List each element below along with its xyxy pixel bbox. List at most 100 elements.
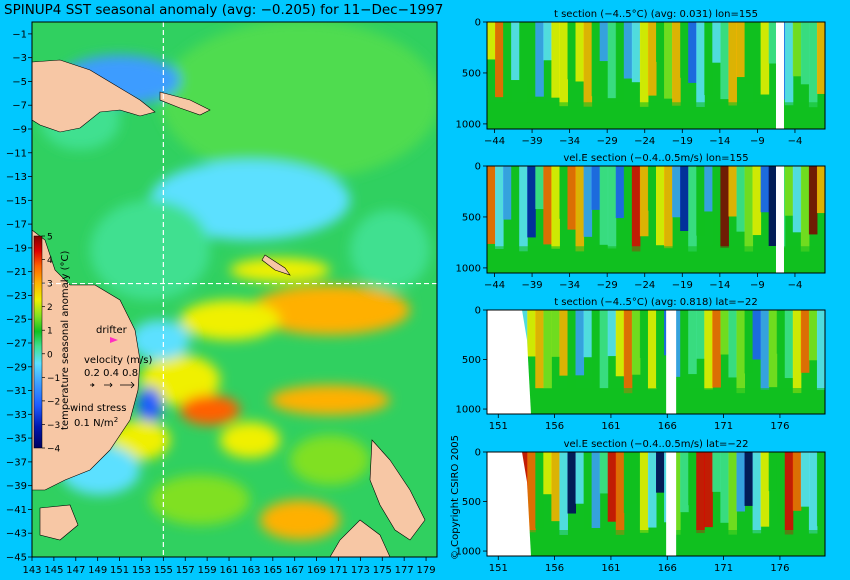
map-lat-tick-label: −5 (12, 77, 27, 88)
map-lon-tick-label: 143 (22, 565, 41, 576)
section-title: t section (−4..5°C) (avg: 0.031) lon=155 (554, 9, 758, 20)
section-cells (487, 310, 825, 414)
section-x-tick-label: 161 (601, 421, 620, 432)
section-panels: t section (−4..5°C) (avg: 0.031) lon=155… (456, 9, 826, 574)
section-x-tick-label: −19 (672, 136, 693, 147)
section-x-tick-label: −39 (522, 136, 543, 147)
map-lon-tick-label: 177 (395, 565, 414, 576)
section-y-tick-label: 500 (462, 497, 481, 508)
section-y-tick-label: 0 (475, 162, 481, 173)
section-cells (487, 166, 825, 273)
section-x-tick-label: −9 (750, 280, 765, 291)
colorbar-tick-label: 5 (47, 233, 53, 243)
new-zealand-north-land (369, 439, 426, 541)
section-y-tick-label: 1000 (456, 263, 481, 274)
velocity-legend-scale: 0.2 0.4 0.8 (84, 368, 138, 379)
colorbar-ticks: 5 4 3 2 1 0 −1 −2 −3 −4 (42, 233, 61, 455)
australia-land (32, 229, 141, 491)
map-lat-tick-label: −13 (6, 172, 27, 183)
new-britain-land (159, 91, 211, 116)
section-cells (487, 22, 825, 129)
map-lat-tick-label: −23 (6, 291, 27, 302)
map-lon-tick-label: 161 (219, 565, 238, 576)
map-lat-tick-label: −19 (6, 243, 27, 254)
drifter-label: drifter (96, 325, 128, 336)
section-x-tick-label: −34 (559, 280, 580, 291)
section-y-tick-label: 500 (462, 355, 481, 366)
section-gap (666, 452, 677, 556)
section-title: t section (−4..5°C) (avg: 0.818) lat=−22 (554, 297, 758, 308)
map-lat-tick-label: −41 (6, 505, 27, 516)
copyright-text: © Copyright CSIRO 2005 (450, 435, 461, 560)
section-y-tick-label: 500 (462, 68, 481, 79)
section-y-tick-label: 0 (475, 448, 481, 459)
section-x-tick-label: −24 (634, 280, 655, 291)
colorbar-tick-label: 0 (47, 350, 53, 360)
map-lat-tick-label: −9 (12, 125, 27, 136)
section-gap (666, 310, 677, 414)
map-lon-tick-label: 145 (44, 565, 63, 576)
section-frame (486, 21, 826, 130)
section-y-tick-label: 1000 (456, 119, 481, 130)
map-lat-tick-label: −39 (6, 481, 27, 492)
map-lat-tick-label: −43 (6, 529, 27, 540)
map-lon-tick-label: 151 (110, 565, 129, 576)
section-x-tick-label: 161 (601, 563, 620, 574)
section-x-tick-label: 166 (658, 421, 677, 432)
section-x-tick-label: −39 (522, 280, 543, 291)
section-x-tick-label: 176 (770, 421, 789, 432)
map-lat-tick-label: −33 (6, 410, 27, 421)
colorbar-tick-label: 2 (47, 303, 53, 313)
anomaly-blobs (40, 22, 437, 540)
section-frame (486, 451, 826, 557)
section-x-tick-label: −44 (484, 136, 505, 147)
map-lat-tick-label: −35 (6, 434, 27, 445)
section-gap (775, 22, 784, 129)
section-y-tick-label: 500 (462, 212, 481, 223)
section-panel-3: t section (−4..5°C) (avg: 0.818) lat=−22… (456, 297, 826, 432)
map-lat-tick-label: −45 (6, 553, 27, 564)
map-lat-tick-label: −29 (6, 362, 27, 373)
map-lon-tick-label: 179 (417, 565, 436, 576)
wind-legend-scale: 0.1 N/m2 (74, 416, 118, 429)
section-y-tick-label: 0 (475, 306, 481, 317)
map-lon-tick-label: 149 (88, 565, 107, 576)
map-lat-tick-label: −3 (12, 53, 27, 64)
map-axes: 143 145 147 149 151 153 155 157 159 161 163 165 167 1… (6, 29, 436, 576)
section-cells (487, 452, 825, 556)
section-x-tick-label: 176 (770, 563, 789, 574)
map-lon-tick-label: 159 (198, 565, 217, 576)
section-title: vel.E section (−0.4..0.5m/s) lat=−22 (564, 439, 749, 450)
section-frame (486, 309, 826, 415)
section-x-tick-label: −14 (709, 280, 730, 291)
section-panel-2: vel.E section (−0.4..0.5m/s) lon=155 −44 −… (456, 153, 826, 291)
new-zealand-south-land (329, 519, 391, 557)
map-lat-tick-label: −15 (6, 196, 27, 207)
colorbar-tick-label: −3 (47, 421, 60, 431)
drifter-marker (110, 337, 118, 343)
section-panel-4: vel.E section (−0.4..0.5m/s) lat=−22 151 1… (456, 439, 826, 574)
map-lat-tick-label: −1 (12, 29, 27, 40)
section-x-tick-label: −29 (597, 280, 618, 291)
section-frame (486, 165, 826, 274)
land-masses (32, 59, 426, 557)
section-x-tick-label: 151 (489, 563, 508, 574)
page-title: SPINUP4 SST seasonal anomaly (avg: −0.20… (4, 2, 444, 18)
map-lat-tick-label: −37 (6, 457, 27, 468)
map-lat-tick-label: −25 (6, 315, 27, 326)
section-x-tick-label: −24 (634, 136, 655, 147)
section-x-tick-label: 156 (545, 563, 564, 574)
map-lon-tick-label: 173 (351, 565, 370, 576)
section-x-tick-label: 171 (714, 563, 733, 574)
map-lon-tick-label: 163 (241, 565, 260, 576)
section-x-tick-label: 156 (545, 421, 564, 432)
map-lon-tick-label: 167 (285, 565, 304, 576)
section-y-tick-label: 1000 (456, 405, 481, 416)
colorbar-tick-label: 4 (47, 256, 53, 266)
colorbar-tick-label: −1 (47, 374, 60, 384)
section-x-tick-label: −4 (788, 280, 803, 291)
map-lat-tick-label: −11 (6, 148, 27, 159)
colorbar (33, 235, 43, 449)
tasmania-land (39, 504, 79, 541)
section-x-tick-label: 151 (489, 421, 508, 432)
